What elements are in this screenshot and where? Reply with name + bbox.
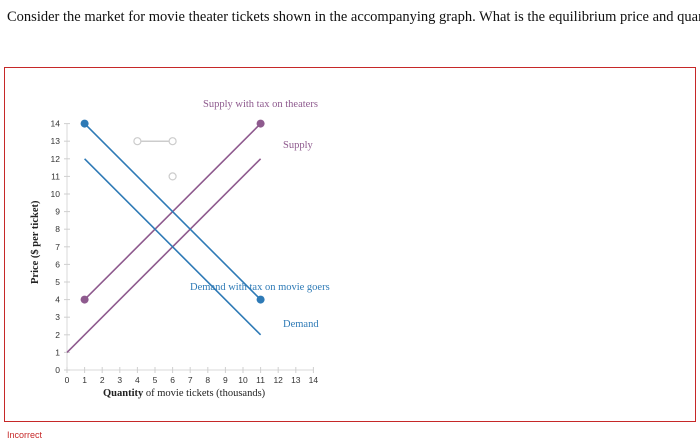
demand-tax-end-point[interactable] <box>256 295 265 304</box>
demand-line <box>84 158 262 336</box>
x-tick-label: 1 <box>82 375 87 385</box>
y-tick-label: 13 <box>51 136 61 146</box>
y-tick-label: 3 <box>55 312 60 322</box>
y-tick-label: 5 <box>55 277 60 287</box>
y-tick-label: 14 <box>51 119 61 129</box>
x-tick-label: 12 <box>273 375 283 385</box>
x-tick-label: 3 <box>117 375 122 385</box>
x-tick-label: 9 <box>223 375 228 385</box>
ghost-marker <box>168 172 177 181</box>
y-tick-label: 12 <box>51 154 61 164</box>
demand-tax-start-point[interactable] <box>80 119 89 128</box>
x-tick-label: 4 <box>135 375 140 385</box>
y-tick-label: 4 <box>55 295 60 305</box>
x-tick-label: 10 <box>238 375 248 385</box>
x-tick-label: 11 <box>256 375 265 385</box>
x-tick-label: 8 <box>205 375 210 385</box>
y-tick-label: 8 <box>55 224 60 234</box>
ghost-marker <box>133 137 142 146</box>
y-tick-label: 7 <box>55 242 60 252</box>
x-tick-label: 2 <box>100 375 105 385</box>
y-tick-label: 1 <box>55 347 60 357</box>
curve-label-supply-tax: Supply with tax on theaters <box>203 99 318 110</box>
x-tick-label: 5 <box>153 375 158 385</box>
curve-label-demand-tax: Demand with tax on movie goers <box>190 282 330 293</box>
y-tick-label: 11 <box>51 171 60 181</box>
graph-panel <box>4 67 696 422</box>
demand-with-tax-line <box>84 123 262 301</box>
question-text: Consider the market for movie theater ti… <box>7 9 700 25</box>
curve-label-demand: Demand <box>283 319 319 330</box>
y-tick-label: 6 <box>55 259 60 269</box>
x-tick-label: 13 <box>291 375 301 385</box>
curve-label-supply: Supply <box>283 140 314 151</box>
supply-tax-start-point[interactable] <box>80 295 89 304</box>
x-tick-label: 14 <box>309 375 319 385</box>
supply-line <box>66 158 262 353</box>
y-tick-label: 9 <box>55 207 60 217</box>
status-incorrect: Incorrect <box>7 430 43 440</box>
supply-tax-end-point[interactable] <box>256 119 265 128</box>
y-axis-label: Price ($ per ticket) <box>30 200 41 284</box>
x-axis-label: Quantity of movie tickets (thousands) <box>103 388 266 399</box>
y-tick-label: 0 <box>55 365 60 375</box>
y-tick-label: 2 <box>55 330 60 340</box>
x-tick-label: 0 <box>65 375 70 385</box>
x-tick-label: 6 <box>170 375 175 385</box>
x-tick-label: 7 <box>188 375 193 385</box>
y-tick-label: 10 <box>51 189 61 199</box>
ghost-marker <box>168 137 177 146</box>
